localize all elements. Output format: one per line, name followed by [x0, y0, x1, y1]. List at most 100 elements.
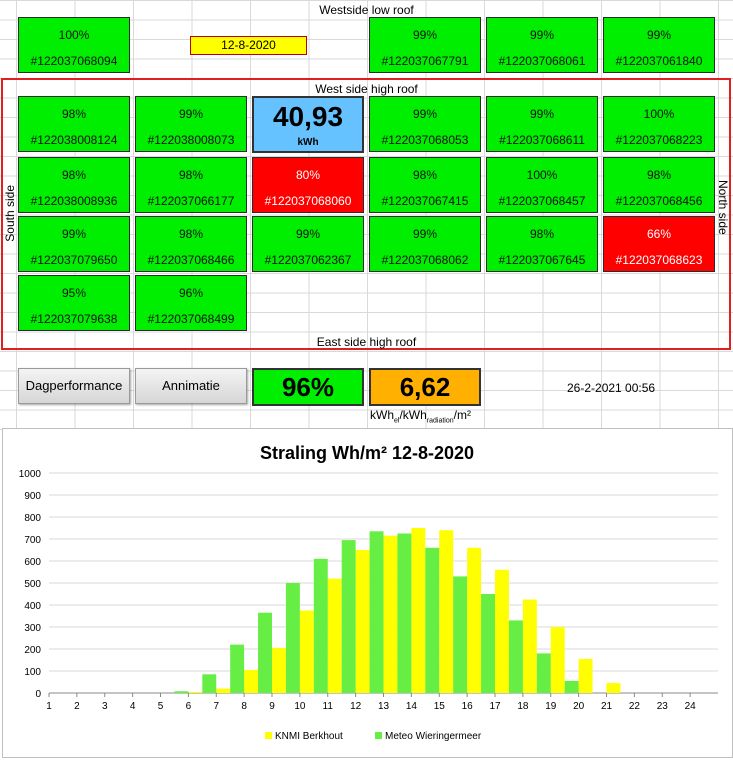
solar-panel-high-0[interactable]: 98% #122038008124: [18, 96, 130, 152]
bar-meteo: [341, 540, 356, 693]
x-tick-label: 24: [685, 701, 697, 712]
panel-serial: #122037068223: [615, 133, 703, 147]
solar-panel-high-6[interactable]: 98% #122037066177: [135, 157, 247, 213]
panel-serial: #122037068499: [147, 312, 235, 326]
bar-knmi: [550, 627, 565, 693]
x-tick-label: 7: [213, 701, 219, 712]
panel-percentage: 98%: [61, 168, 87, 182]
solar-panel-low-0[interactable]: 100% #122037068094: [18, 17, 130, 73]
solar-panel-low-2[interactable]: 99% #122037068061: [486, 17, 598, 73]
total-kwh-box: 40,93 kWh: [252, 96, 364, 153]
bar-meteo: [536, 653, 551, 693]
ratio-unit-sub2: radiation: [426, 417, 454, 425]
panel-percentage: 99%: [412, 227, 438, 241]
bar-meteo: [369, 531, 384, 693]
ratio-unit-end: /m²: [453, 408, 471, 422]
solar-panel-high-5[interactable]: 98% #122038008936: [18, 157, 130, 213]
panel-percentage: 98%: [646, 168, 672, 182]
x-tick-label: 5: [158, 701, 164, 712]
x-tick-label: 6: [186, 701, 192, 712]
solar-panel-high-2[interactable]: 99% #122037068053: [369, 96, 481, 152]
panel-serial: #122037068611: [499, 133, 585, 147]
solar-panel-high-4[interactable]: 100% #122037068223: [603, 96, 715, 152]
solar-panel-high-1[interactable]: 99% #122038008073: [135, 96, 247, 152]
panel-serial: #122037068062: [381, 253, 469, 267]
solar-panel-high-15[interactable]: 98% #122037067645: [486, 216, 598, 272]
solar-panel-high-9[interactable]: 100% #122037068457: [486, 157, 598, 213]
x-tick-label: 23: [657, 701, 669, 712]
solar-panel-high-8[interactable]: 98% #122037067415: [369, 157, 481, 213]
annimatie-button[interactable]: Annimatie: [135, 368, 247, 404]
solar-panel-high-17[interactable]: 95% #122037079638: [18, 275, 130, 331]
date-input[interactable]: 12-8-2020: [190, 36, 307, 55]
x-tick-label: 2: [74, 701, 80, 712]
east-side-high-roof-label: East side high roof: [316, 335, 417, 349]
solar-panel-high-10[interactable]: 98% #122037068456: [603, 157, 715, 213]
y-tick-label: 600: [24, 557, 41, 568]
solar-panel-high-14[interactable]: 99% #122037068062: [369, 216, 481, 272]
y-tick-label: 400: [24, 601, 41, 612]
solar-panel-high-11[interactable]: 99% #122037079650: [18, 216, 130, 272]
bar-meteo: [202, 674, 217, 693]
bar-meteo: [174, 691, 189, 693]
panel-percentage: 100%: [643, 107, 675, 121]
panel-serial: #122037079650: [30, 253, 118, 267]
bar-meteo: [508, 620, 523, 693]
x-tick-label: 17: [489, 701, 501, 712]
x-tick-label: 19: [545, 701, 557, 712]
panel-serial: #122037068061: [498, 54, 586, 68]
panel-serial: #122038008073: [147, 133, 235, 147]
radiation-chart: Straling Wh/m² 12-8-2020 0 100 200 300 400 500…: [2, 428, 733, 758]
bar-meteo: [230, 644, 245, 693]
panel-percentage: 95%: [61, 286, 87, 300]
panel-percentage: 98%: [178, 227, 204, 241]
dagperformance-button[interactable]: Dagperformance: [18, 368, 130, 404]
panel-percentage: 100%: [58, 28, 90, 42]
bar-meteo: [453, 576, 468, 693]
panel-serial: #122038008936: [30, 194, 118, 208]
panel-percentage: 98%: [61, 107, 87, 121]
panel-percentage: 99%: [646, 28, 672, 42]
panel-serial: #122037067415: [381, 194, 469, 208]
panel-serial: #122037079638: [30, 312, 118, 326]
y-tick-label: 500: [24, 579, 41, 590]
timestamp: 26-2-2021 00:56: [567, 381, 656, 395]
solar-panel-high-12[interactable]: 98% #122037068466: [135, 216, 247, 272]
y-tick-label: 200: [24, 645, 41, 656]
solar-panel-high-13[interactable]: 99% #122037062367: [252, 216, 364, 272]
solar-panel-low-1[interactable]: 99% #122037067791: [369, 17, 481, 73]
ratio-unit-sub1: el: [394, 417, 400, 425]
bar-meteo: [397, 533, 412, 693]
panel-percentage: 98%: [529, 227, 555, 241]
x-tick-label: 13: [378, 701, 390, 712]
x-tick-label: 4: [130, 701, 136, 712]
x-tick-label: 22: [629, 701, 641, 712]
bar-meteo: [481, 594, 495, 693]
legend-swatch: [375, 732, 382, 739]
y-tick-label: 700: [24, 535, 41, 546]
solar-panel-high-18[interactable]: 96% #122037068499: [135, 275, 247, 331]
x-tick-label: 20: [573, 701, 585, 712]
legend-swatch: [265, 732, 272, 739]
y-tick-label: 0: [35, 689, 41, 700]
bar-meteo: [425, 547, 440, 693]
solar-panel-high-7[interactable]: 80% #122037068060: [252, 157, 364, 213]
x-tick-label: 15: [434, 701, 446, 712]
panel-serial: #122037062367: [264, 253, 352, 267]
solar-panel-low-3[interactable]: 99% #122037061840: [603, 17, 715, 73]
panel-percentage: 100%: [526, 168, 558, 182]
north-side-label: North side: [716, 180, 730, 235]
south-side-label: South side: [3, 185, 17, 242]
panel-percentage: 99%: [529, 107, 555, 121]
y-tick-label: 300: [24, 623, 41, 634]
x-tick-label: 3: [102, 701, 108, 712]
legend-label: KNMI Berkhout: [275, 731, 343, 742]
bar-knmi: [244, 669, 259, 693]
y-tick-label: 1000: [19, 469, 42, 480]
panel-percentage: 66%: [646, 227, 672, 241]
solar-panel-high-3[interactable]: 99% #122037068611: [486, 96, 598, 152]
solar-panel-high-16[interactable]: 66% #122037068623: [603, 216, 715, 272]
x-tick-label: 9: [269, 701, 275, 712]
bar-knmi: [439, 530, 454, 693]
bar-knmi: [411, 528, 426, 693]
